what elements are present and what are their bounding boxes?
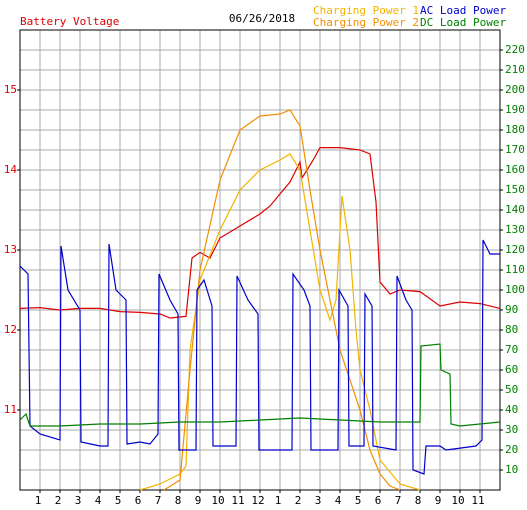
x-tick-label: 9 <box>195 494 202 507</box>
y2-tick-label: 110 <box>505 263 525 276</box>
x-tick-label: 3 <box>315 494 322 507</box>
x-tick-label: 2 <box>55 494 62 507</box>
y2-tick-label: 210 <box>505 63 525 76</box>
x-tick-label: 4 <box>335 494 342 507</box>
x-tick-label: 10 <box>451 494 464 507</box>
x-tick-label: 5 <box>355 494 362 507</box>
chart-title: 06/26/2018 <box>229 12 295 25</box>
y2-tick-label: 70 <box>505 343 518 356</box>
x-tick-label: 6 <box>375 494 382 507</box>
y2-tick-label: 120 <box>505 243 525 256</box>
y2-tick-label: 40 <box>505 403 518 416</box>
y2-tick-label: 160 <box>505 163 525 176</box>
x-tick-label: 8 <box>415 494 422 507</box>
y-tick-label: 15 <box>4 83 17 96</box>
y-tick-label: 14 <box>4 163 18 176</box>
y2-tick-label: 190 <box>505 103 525 116</box>
x-tick-label: 11 <box>471 494 484 507</box>
x-tick-label: 9 <box>435 494 442 507</box>
y2-tick-label: 220 <box>505 43 525 56</box>
legend-entry: AC Load Power <box>420 4 506 17</box>
x-tick-label: 7 <box>395 494 402 507</box>
x-tick-label: 12 <box>251 494 264 507</box>
y2-tick-label: 20 <box>505 443 518 456</box>
x-tick-label: 1 <box>275 494 282 507</box>
x-tick-label: 3 <box>75 494 82 507</box>
y2-tick-label: 140 <box>505 203 525 216</box>
x-tick-label: 8 <box>175 494 182 507</box>
series-line <box>19 343 501 427</box>
x-tick-label: 11 <box>231 494 244 507</box>
x-tick-label: 10 <box>211 494 224 507</box>
y2-tick-label: 170 <box>505 143 525 156</box>
y2-tick-label: 100 <box>505 283 525 296</box>
series-line <box>19 239 500 475</box>
x-tick-label: 2 <box>295 494 302 507</box>
series-line <box>163 109 401 491</box>
x-tick-label: 5 <box>115 494 122 507</box>
y2-tick-label: 150 <box>505 183 525 196</box>
y2-tick-label: 200 <box>505 83 525 96</box>
y2-tick-label: 80 <box>505 323 518 336</box>
x-tick-label: 1 <box>35 494 42 507</box>
legend-entry: Battery Voltage <box>20 15 119 28</box>
legend-entry: Charging Power 1 <box>313 4 419 17</box>
y-tick-label: 13 <box>4 243 17 256</box>
y-tick-label: 11 <box>4 403 17 416</box>
x-tick-label: 4 <box>95 494 102 507</box>
y2-tick-label: 50 <box>505 383 518 396</box>
x-tick-label: 7 <box>155 494 162 507</box>
y2-tick-label: 60 <box>505 363 518 376</box>
y2-tick-label: 180 <box>505 123 525 136</box>
legend-entry: Charging Power 2 <box>313 16 419 29</box>
series-line <box>139 153 421 491</box>
series-line <box>19 147 501 319</box>
y2-tick-label: 30 <box>505 423 518 436</box>
x-tick-label: 6 <box>135 494 142 507</box>
y2-tick-label: 130 <box>505 223 525 236</box>
y2-tick-label: 10 <box>505 463 518 476</box>
legend-entry: DC Load Power <box>420 16 506 29</box>
y2-tick-label: 90 <box>505 303 518 316</box>
y-tick-label: 12 <box>4 323 17 336</box>
